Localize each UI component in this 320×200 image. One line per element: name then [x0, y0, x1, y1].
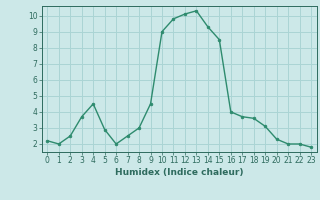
X-axis label: Humidex (Indice chaleur): Humidex (Indice chaleur): [115, 168, 244, 177]
